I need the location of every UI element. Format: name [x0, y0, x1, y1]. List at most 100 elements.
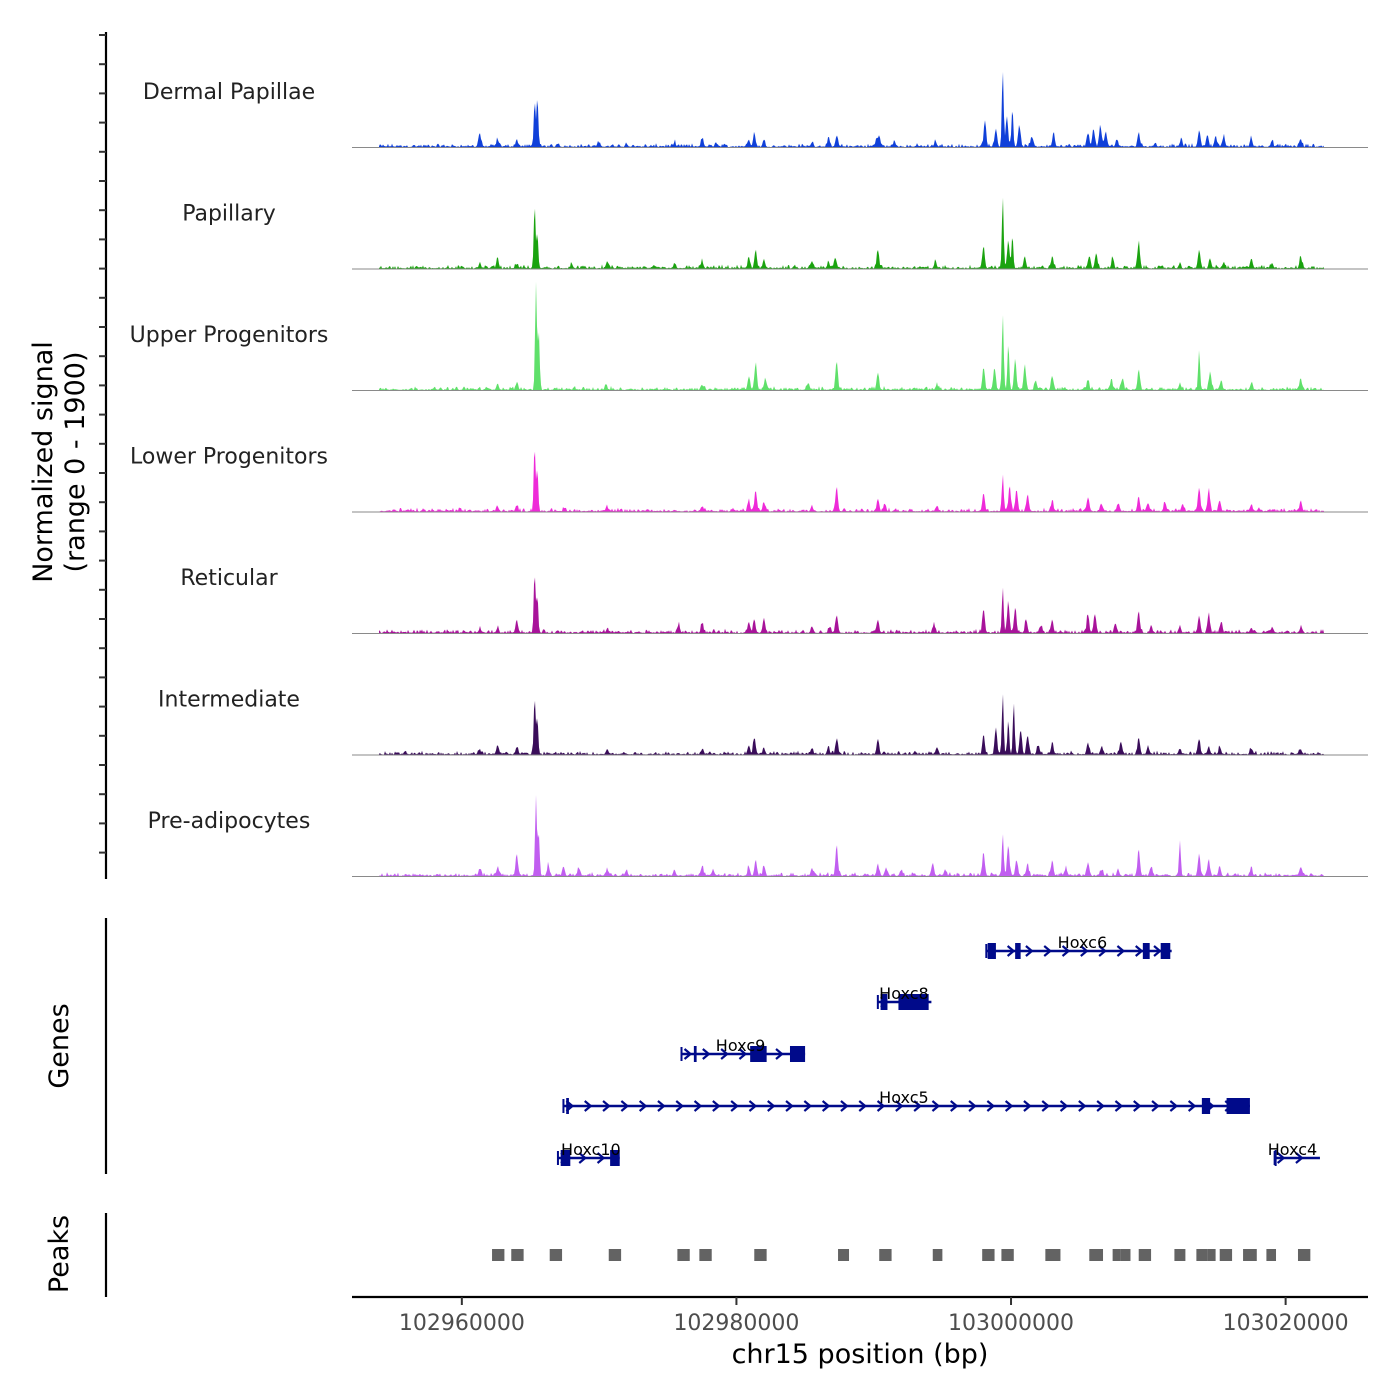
peak-region [1112, 1249, 1121, 1261]
peak-region [879, 1249, 892, 1261]
strand-arrow [1006, 945, 1016, 957]
strand-arrow [738, 1048, 748, 1060]
peak-region [1196, 1249, 1208, 1261]
strand-arrow [767, 1100, 776, 1112]
track-label: Upper Progenitors [130, 323, 329, 348]
peak-region [838, 1249, 850, 1261]
strand-arrow [584, 1100, 593, 1112]
peak-region [932, 1249, 943, 1261]
exon-block [898, 994, 929, 1010]
gene-label: Hoxc8 [879, 984, 929, 1003]
strand-arrow [578, 1152, 587, 1164]
x-tick-label: 103000000 [948, 1311, 1074, 1336]
gene-hoxc9: Hoxc9 [680, 1036, 806, 1062]
gene-hoxc10: Hoxc10 [556, 1140, 621, 1166]
gene-hoxc8: Hoxc8 [876, 984, 932, 1010]
signal-area [379, 72, 1324, 147]
x-tick-label: 102980000 [673, 1311, 799, 1336]
strand-arrow [1151, 1100, 1160, 1112]
track-intermediate: Intermediate [158, 688, 1368, 756]
exon-block [1226, 1098, 1250, 1114]
strand-arrow [1059, 1100, 1069, 1112]
strand-arrow [702, 1048, 711, 1060]
x-axis-title: chr15 position (bp) [732, 1339, 989, 1370]
strand-arrow [1098, 945, 1107, 957]
strand-arrow [1276, 1152, 1286, 1164]
peak-region [754, 1249, 767, 1261]
peak-region [1045, 1249, 1061, 1261]
strand-arrow [683, 1048, 693, 1060]
track-lower-progenitors: Lower Progenitors [130, 445, 1368, 513]
exon-block [880, 994, 888, 1010]
track-reticular: Reticular [180, 566, 1368, 634]
gene-hoxc6: Hoxc6 [985, 933, 1172, 959]
y-axis-title: Normalized signal [28, 341, 59, 583]
strand-arrow [840, 1100, 849, 1112]
exon-block [1274, 1150, 1277, 1166]
x-tick-label: 102960000 [399, 1311, 525, 1336]
exon-block [1015, 943, 1021, 959]
peak-region [492, 1249, 505, 1261]
track-label: Intermediate [158, 688, 300, 713]
peak-region [1089, 1249, 1104, 1261]
strand-arrow [638, 1100, 648, 1112]
strand-arrow [675, 1100, 684, 1112]
peak-region [549, 1249, 563, 1261]
strand-arrow [1133, 1100, 1142, 1112]
strand-arrow [803, 1100, 813, 1112]
strand-arrow [1061, 945, 1071, 957]
gene-label: Hoxc4 [1268, 1140, 1318, 1159]
strand-arrow [1041, 1100, 1050, 1112]
strand-arrow [1043, 945, 1052, 957]
track-label: Pre-adipocytes [148, 809, 311, 834]
track-upper-progenitors: Upper Progenitors [130, 281, 1368, 391]
peak-region [1243, 1249, 1257, 1261]
strand-arrow [931, 1100, 941, 1112]
peak-region [1138, 1249, 1152, 1261]
strand-arrow [657, 1100, 666, 1112]
strand-arrow [895, 1100, 904, 1112]
track-pre-adipocytes: Pre-adipocytes [148, 795, 1368, 877]
signal-area [379, 281, 1324, 390]
track-label: Lower Progenitors [130, 445, 328, 470]
gene-label: Hoxc6 [1058, 933, 1108, 952]
exon-block [750, 1046, 767, 1062]
signal-area [379, 795, 1324, 876]
gene-label: Hoxc5 [879, 1088, 929, 1107]
gene-hoxc5: Hoxc5 [562, 1088, 1250, 1114]
strand-arrow [1078, 1100, 1087, 1112]
strand-arrow [821, 1100, 831, 1112]
genes-axis-title: Genes [44, 1003, 75, 1088]
strand-arrow [1023, 1100, 1032, 1112]
peak-region [1001, 1249, 1014, 1261]
strand-arrow [1187, 1100, 1197, 1112]
strand-arrow [1116, 945, 1126, 957]
peak-region [1219, 1249, 1233, 1261]
signal-area [379, 577, 1324, 633]
strand-arrow [712, 1100, 721, 1112]
exon-block [1201, 1098, 1211, 1114]
strand-arrow [1025, 945, 1034, 957]
gene-annotation-track: Hoxc6 Hoxc8 Hoxc9 Hoxc5 Hoxc10 Hoxc4 [556, 933, 1320, 1166]
strand-arrow [1153, 945, 1162, 957]
exon-block [693, 1046, 697, 1062]
signal-area [379, 197, 1324, 269]
track-label: Reticular [180, 566, 278, 591]
strand-arrow [986, 1100, 996, 1112]
peak-region [1266, 1249, 1277, 1261]
strand-arrow [785, 1100, 794, 1112]
track-label: Papillary [182, 202, 276, 227]
strand-arrow [602, 1100, 611, 1112]
peak-region [1174, 1249, 1186, 1261]
track-dermal-papillae: Dermal Papillae [143, 72, 1368, 148]
exon-block [560, 1150, 571, 1166]
strand-arrow [596, 1152, 606, 1164]
peak-region [677, 1249, 690, 1261]
exon-block [610, 1150, 620, 1166]
strand-arrow [1169, 1100, 1179, 1112]
strand-arrow [1295, 1152, 1304, 1164]
track-label: Dermal Papillae [143, 80, 315, 105]
exon-block [1142, 943, 1150, 959]
coverage-tracks: Dermal Papillae Papillary Upper Progenitor… [130, 72, 1368, 877]
